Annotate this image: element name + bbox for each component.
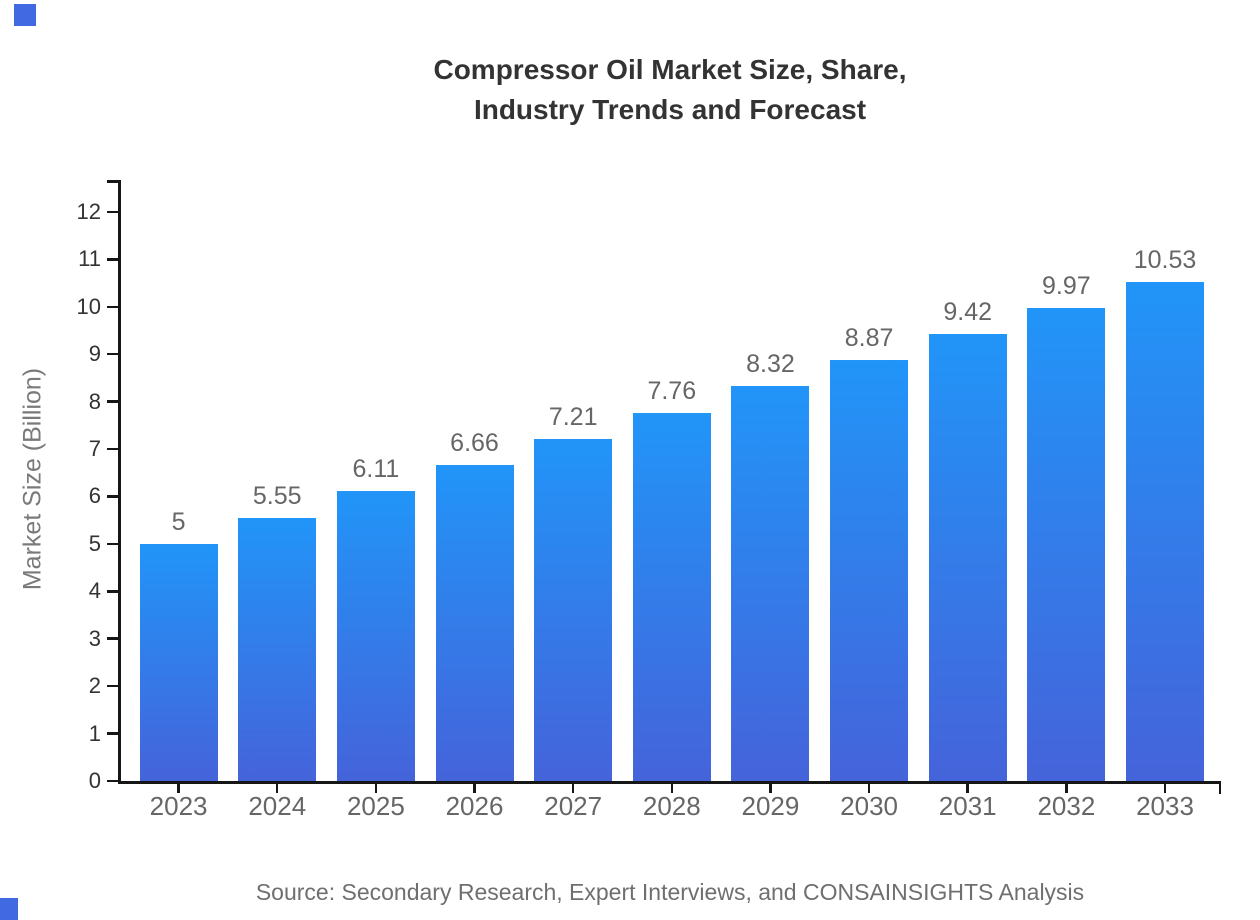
x-tick-label: 2024	[248, 791, 307, 821]
x-tick-label: 2029	[741, 791, 800, 821]
bar-value-label: 5	[171, 507, 186, 536]
bar-value-label: 5.55	[252, 481, 302, 510]
y-tick-label: 0	[88, 768, 101, 793]
y-tick	[107, 400, 119, 403]
chart-title: Compressor Oil Market Size, Share, Indus…	[118, 50, 1222, 130]
x-tick-label: 2033	[1136, 791, 1194, 821]
x-tick-label: 2027	[544, 791, 603, 821]
y-tick-label: 12	[76, 198, 101, 224]
x-tick-label: 2028	[642, 791, 701, 821]
x-tick-label: 2032	[1037, 791, 1096, 821]
y-tick-label: 5	[88, 530, 101, 556]
y-tick-label: 8	[88, 388, 101, 414]
y-tick	[107, 258, 119, 261]
x-tick	[966, 781, 969, 793]
bar	[238, 517, 317, 781]
y-tick	[107, 732, 119, 735]
y-tick	[107, 779, 119, 783]
bar	[928, 334, 1007, 781]
x-tick-label: 2031	[938, 791, 997, 821]
x-tick	[571, 781, 575, 793]
y-tick	[107, 352, 119, 356]
y-tick-label: 11	[78, 246, 101, 272]
y-tick-label: 1	[88, 720, 101, 746]
y-tick-label: 3	[88, 625, 101, 651]
x-axis-end-cap	[1218, 781, 1221, 794]
x-tick	[1163, 781, 1167, 793]
y-tick-label: 7	[88, 436, 101, 462]
bar	[830, 360, 909, 781]
x-tick-label: 2030	[840, 791, 898, 821]
bar-value-label: 7.76	[647, 377, 697, 406]
bar-value-label: 9.42	[943, 298, 993, 327]
y-tick	[107, 447, 119, 451]
x-tick	[769, 781, 772, 793]
bar-value-label: 8.32	[746, 350, 795, 379]
y-tick-label: 2	[88, 673, 101, 699]
bar	[534, 439, 613, 781]
y-tick	[107, 305, 119, 309]
x-tick-label: 2025	[346, 791, 405, 821]
brand-square-top-left	[14, 4, 36, 26]
x-tick-label: 2026	[445, 791, 504, 821]
bar	[632, 413, 711, 781]
bar-value-label: 6.66	[450, 429, 499, 458]
x-axis-line	[118, 781, 1221, 784]
source-caption: Source: Secondary Research, Expert Inter…	[255, 879, 1085, 905]
x-tick	[1065, 781, 1068, 793]
x-tick	[473, 781, 476, 793]
y-tick	[107, 210, 119, 214]
y-tick	[107, 590, 119, 593]
x-tick	[177, 781, 180, 793]
y-axis-line	[118, 180, 121, 784]
x-tick	[374, 781, 378, 793]
bar	[139, 543, 218, 781]
y-tick	[107, 637, 119, 640]
bar	[731, 386, 810, 781]
bar	[1027, 308, 1106, 781]
y-tick-label: 9	[88, 341, 101, 367]
x-tick-label: 2023	[149, 791, 208, 821]
x-tick	[670, 781, 674, 793]
x-tick	[867, 781, 871, 793]
y-tick	[107, 684, 119, 688]
bar-value-label: 6.11	[352, 455, 400, 484]
bar	[435, 465, 514, 781]
y-tick-label: 6	[88, 483, 101, 509]
brand-square-bottom-left	[0, 898, 18, 920]
chart-title-line2: Industry Trends and Forecast	[473, 94, 867, 125]
y-tick	[107, 542, 119, 546]
bar-value-label: 9.97	[1042, 272, 1091, 301]
x-tick	[275, 781, 279, 793]
y-axis-end-cap	[107, 180, 119, 183]
bar-value-label: 7.21	[548, 403, 598, 432]
y-tick-label: 10	[76, 293, 101, 319]
bar	[336, 491, 415, 781]
bar	[1126, 281, 1204, 781]
bar-value-label: 8.87	[844, 324, 894, 353]
bar-value-label: 10.53	[1133, 245, 1197, 274]
y-tick	[107, 495, 119, 498]
y-tick-label: 4	[88, 578, 101, 604]
chart-title-line1: Compressor Oil Market Size, Share,	[433, 54, 907, 85]
